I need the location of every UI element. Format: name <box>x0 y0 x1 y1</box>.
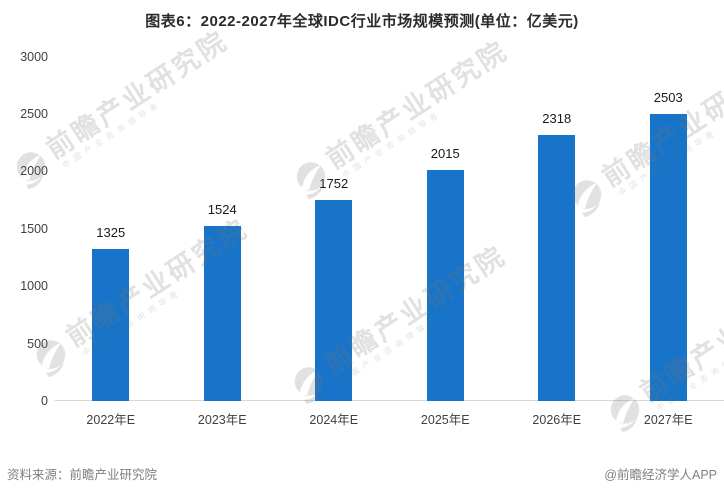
x-tick-label: 2026年E <box>532 413 582 427</box>
watermark-subtext: 中国产业咨询领导者 <box>340 108 444 181</box>
bar-value-label: 1524 <box>207 201 237 217</box>
x-tick-label: 2027年E <box>643 413 693 427</box>
y-tick-label: 0 <box>41 394 48 408</box>
x-tick-label: 2023年E <box>197 413 247 427</box>
y-tick-label: 3000 <box>20 49 48 64</box>
bar-2025年E <box>426 169 464 401</box>
x-tick-label: 2022年E <box>86 413 136 427</box>
bar-2023年E <box>203 225 241 401</box>
attribution: @前瞻经济学人APP <box>604 468 717 482</box>
bar-2027年E <box>649 113 687 401</box>
watermark-subtext: 中国产业咨询领导者 <box>60 98 164 171</box>
y-tick-label: 1500 <box>20 221 48 236</box>
y-tick-label: 2000 <box>20 164 48 179</box>
bar-value-label: 2318 <box>542 110 572 126</box>
bar-value-label: 1325 <box>96 224 126 240</box>
bar-value-label: 2503 <box>653 89 683 105</box>
bar-2024年E <box>315 199 353 401</box>
x-tick-label: 2025年E <box>420 413 470 427</box>
x-axis-line <box>55 400 724 401</box>
x-tick-label: 2024年E <box>309 413 359 427</box>
source-note: 资料来源：前瞻产业研究院 <box>7 468 158 482</box>
bar-2026年E <box>538 134 576 401</box>
bar-value-label: 2015 <box>430 145 460 161</box>
bar-value-label: 1752 <box>319 175 349 191</box>
y-tick-label: 500 <box>27 336 48 351</box>
chart-title: 图表6：2022-2027年全球IDC行业市场规模预测(单位：亿美元) <box>145 13 579 30</box>
bar-2022年E <box>92 248 130 401</box>
watermark-text: 前瞻产业研究院 <box>40 25 234 165</box>
y-tick-label: 1000 <box>20 279 48 294</box>
footer: 资料来源：前瞻产业研究院 @前瞻经济学人APP <box>0 464 724 483</box>
watermark: 前瞻产业研究院中国产业咨询领导者 <box>563 53 724 225</box>
y-tick-label: 2500 <box>20 106 48 121</box>
